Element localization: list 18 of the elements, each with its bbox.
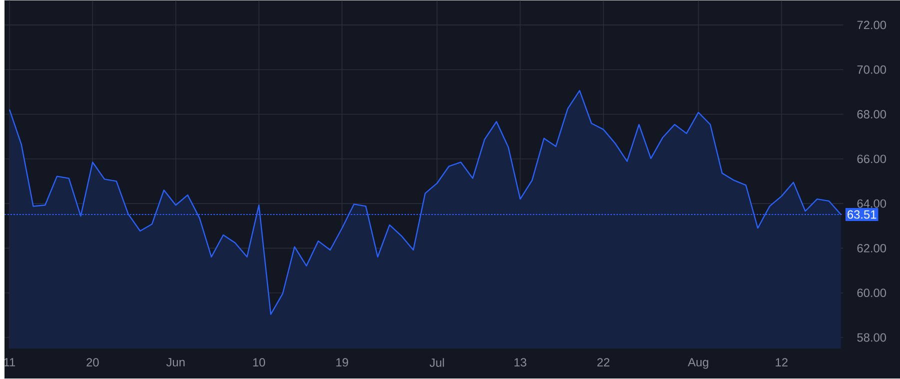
- y-tick-label: 64.00: [857, 200, 886, 208]
- y-tick-label: 66.00: [857, 154, 886, 164]
- y-tick-label: 70.00: [857, 66, 886, 74]
- x-tick-label: 12: [776, 358, 788, 367]
- y-tick-label: 60.00: [857, 288, 886, 298]
- y-tick-label: 72.00: [857, 20, 886, 30]
- x-tick-label: 13: [514, 358, 526, 367]
- x-tick-label: 10: [253, 358, 266, 367]
- x-tick-label: 19: [336, 358, 348, 367]
- x-tick-label: 22: [597, 358, 610, 367]
- x-tick-label: Jun: [166, 358, 185, 367]
- x-tick-label: Aug: [688, 358, 708, 370]
- y-tick-label: 62.00: [857, 244, 886, 253]
- ref-line-label: 63.51: [848, 210, 876, 219]
- x-tick-label: 20: [86, 358, 99, 367]
- y-tick-label: 68.00: [857, 110, 886, 119]
- x-tick-label: Jul: [430, 358, 444, 368]
- y-tick-label: 58.00: [857, 334, 886, 342]
